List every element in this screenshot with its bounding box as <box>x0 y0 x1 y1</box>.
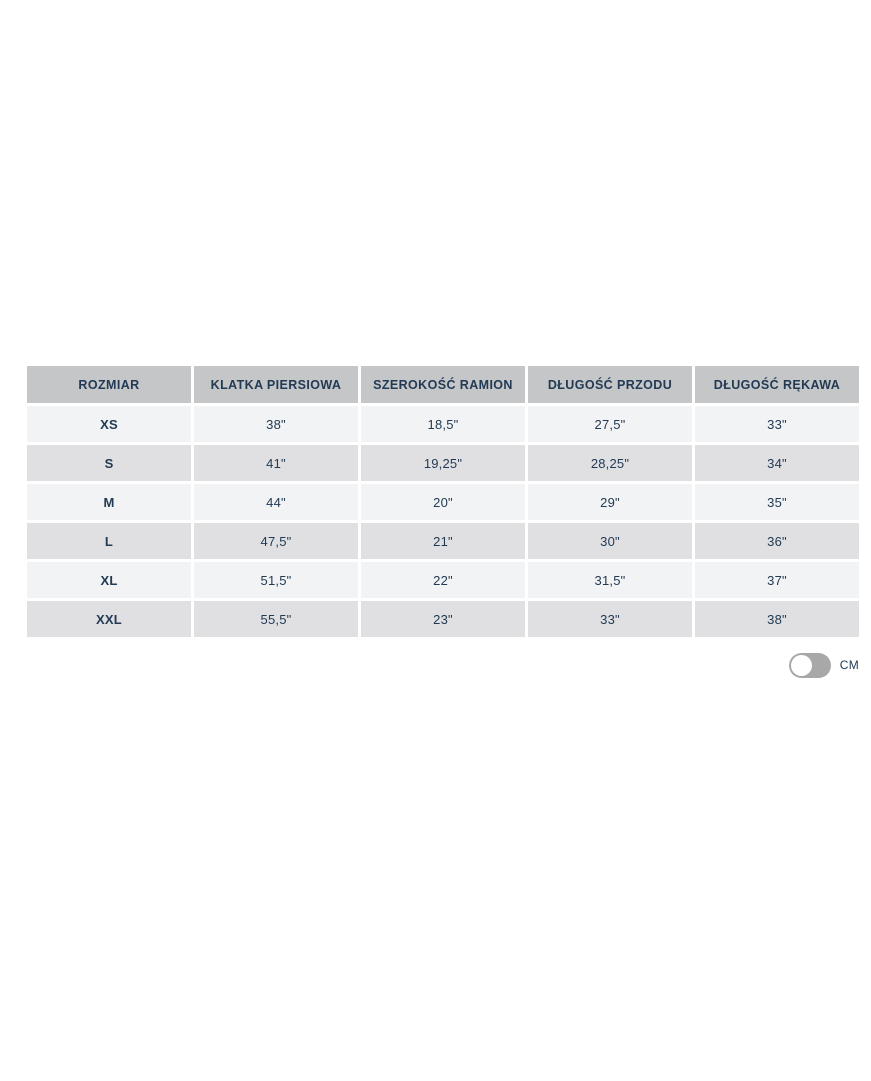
measurement-cell: 18,5" <box>361 406 525 442</box>
measurement-cell: 22" <box>361 562 525 598</box>
measurement-cell: 21" <box>361 523 525 559</box>
size-cell: S <box>27 445 191 481</box>
size-cell: XL <box>27 562 191 598</box>
measurement-cell: 23" <box>361 601 525 637</box>
measurement-cell: 41" <box>194 445 358 481</box>
measurement-cell: 20" <box>361 484 525 520</box>
measurement-cell: 19,25" <box>361 445 525 481</box>
toggle-knob <box>790 654 812 676</box>
column-header-klatka-piersiowa: KLATKA PIERSIOWA <box>194 366 358 403</box>
size-table: ROZMIAR KLATKA PIERSIOWA SZEROKOŚĆ RAMIO… <box>27 366 859 637</box>
size-cell: XXL <box>27 601 191 637</box>
measurement-cell: 55,5" <box>194 601 358 637</box>
measurement-cell: 31,5" <box>528 562 692 598</box>
measurement-cell: 27,5" <box>528 406 692 442</box>
unit-toggle-row: CM <box>788 652 859 678</box>
measurement-cell: 44" <box>194 484 358 520</box>
measurement-cell: 33" <box>695 406 859 442</box>
measurement-cell: 35" <box>695 484 859 520</box>
measurement-cell: 47,5" <box>194 523 358 559</box>
column-header-dlugosc-przodu: DŁUGOŚĆ PRZODU <box>528 366 692 403</box>
measurement-cell: 37" <box>695 562 859 598</box>
measurement-cell: 38" <box>695 601 859 637</box>
measurement-cell: 28,25" <box>528 445 692 481</box>
measurement-cell: 36" <box>695 523 859 559</box>
size-cell: M <box>27 484 191 520</box>
measurement-cell: 51,5" <box>194 562 358 598</box>
unit-toggle-label: CM <box>839 658 859 672</box>
measurement-cell: 33" <box>528 601 692 637</box>
measurement-cell: 30" <box>528 523 692 559</box>
size-cell: XS <box>27 406 191 442</box>
size-cell: L <box>27 523 191 559</box>
column-header-rozmiar: ROZMIAR <box>27 366 191 403</box>
cm-unit-toggle[interactable] <box>788 652 831 678</box>
measurement-cell: 34" <box>695 445 859 481</box>
measurement-cell: 29" <box>528 484 692 520</box>
measurement-cell: 38" <box>194 406 358 442</box>
column-header-dlugosc-rekawa: DŁUGOŚĆ RĘKAWA <box>695 366 859 403</box>
column-header-szerokosc-ramion: SZEROKOŚĆ RAMION <box>361 366 525 403</box>
